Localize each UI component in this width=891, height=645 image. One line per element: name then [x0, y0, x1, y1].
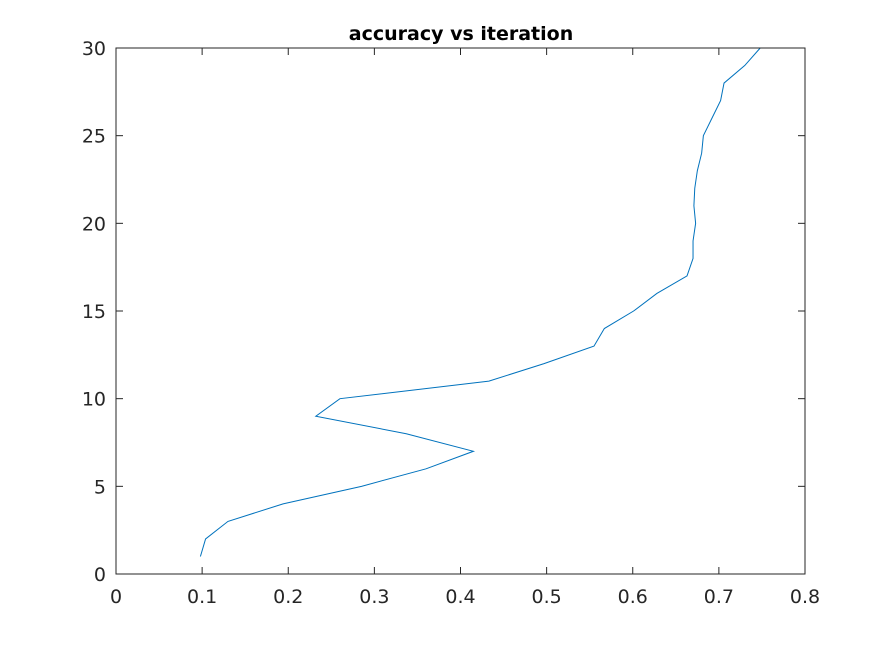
x-tick-label: 0 [110, 586, 122, 608]
x-tick-label: 0.1 [187, 586, 217, 608]
x-tick-label: 0.2 [273, 586, 303, 608]
x-tick-label: 0.5 [532, 586, 562, 608]
chart-title: accuracy vs iteration [349, 23, 573, 45]
series-line-0 [199, 47, 761, 557]
y-tick-label: 20 [82, 213, 106, 235]
y-tick-label: 10 [82, 389, 106, 411]
axes-box [115, 47, 806, 575]
x-tick-label: 0.6 [618, 586, 648, 608]
tick-labels: 0 0.1 0.2 0.3 0.4 0.5 0.6 0.7 0.8 0 5 10 15 20 25 30 [82, 38, 820, 608]
y-tick-label: 15 [82, 301, 106, 323]
x-tick-label: 0.8 [790, 586, 820, 608]
y-tick-label: 25 [82, 126, 106, 148]
y-tick-label: 30 [82, 38, 106, 60]
plot-area [116, 48, 805, 574]
y-tick-label: 0 [94, 564, 106, 586]
series-layer [199, 47, 761, 557]
x-tick-label: 0.3 [359, 586, 389, 608]
x-tick-label: 0.4 [445, 586, 475, 608]
x-tick-label: 0.7 [704, 586, 734, 608]
y-tick-label: 5 [94, 476, 106, 498]
